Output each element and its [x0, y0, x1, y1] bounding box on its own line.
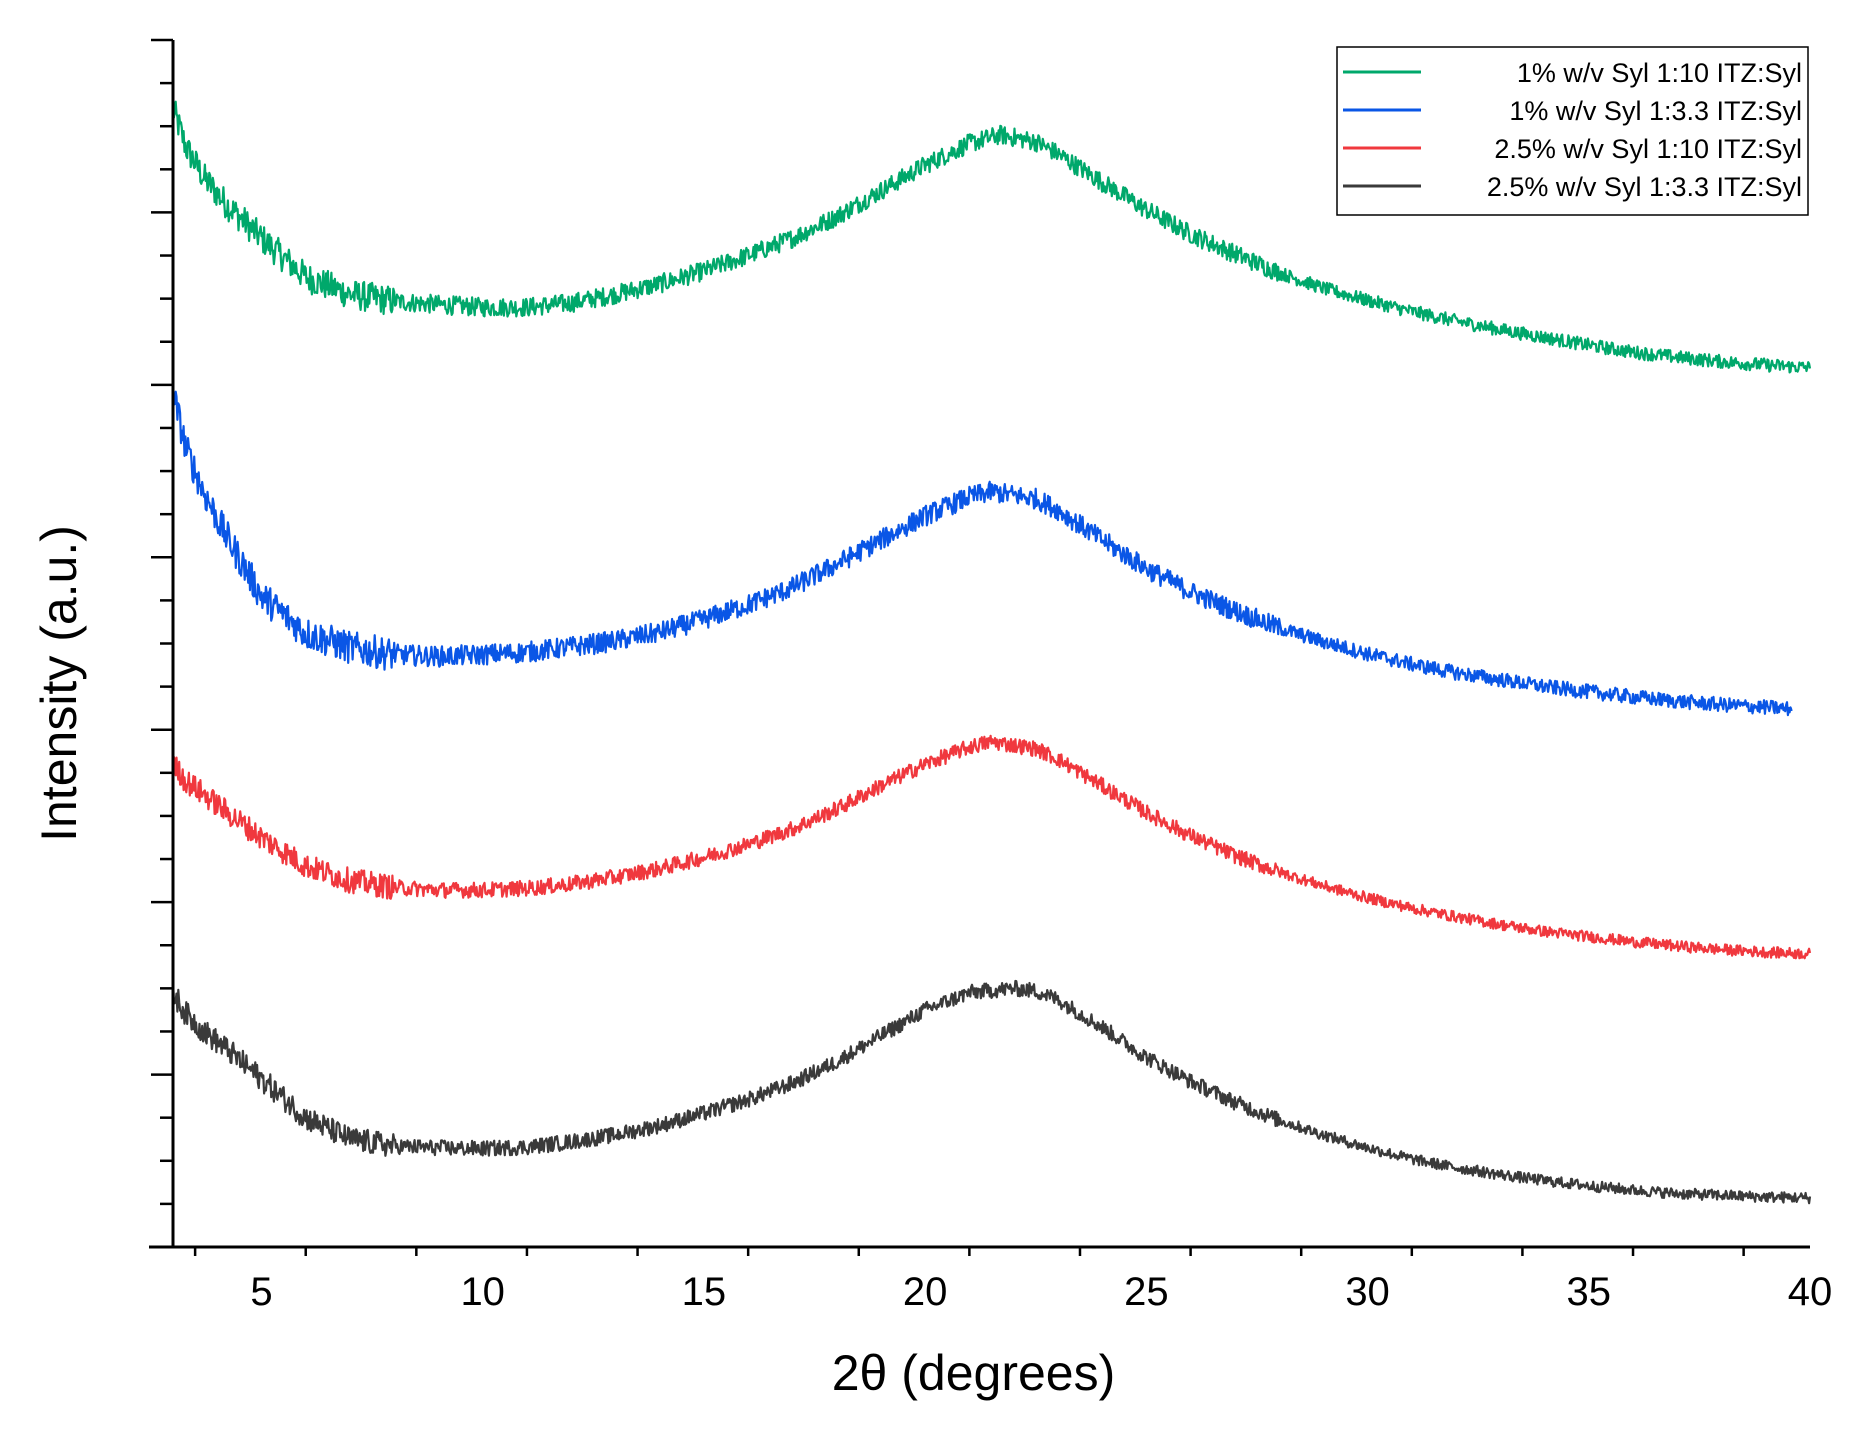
y-axis-title: Intensity (a.u.)	[31, 525, 87, 842]
x-tick-label: 30	[1345, 1270, 1390, 1314]
legend-label: 2.5% w/v Syl 1:3.3 ITZ:Syl	[1487, 172, 1802, 202]
legend: 1% w/v Syl 1:10 ITZ:Syl 1% w/v Syl 1:3.3 …	[1336, 46, 1809, 216]
x-tick-label: 15	[682, 1270, 727, 1314]
legend-label: 1% w/v Syl 1:10 ITZ:Syl	[1517, 58, 1802, 88]
x-tick-label: 5	[250, 1270, 272, 1314]
x-tick-label: 35	[1567, 1270, 1612, 1314]
x-tick-label: 10	[460, 1270, 505, 1314]
series-line-1	[171, 100, 1812, 374]
y-axis-ticks	[151, 38, 173, 1206]
series-line-2	[171, 390, 1793, 717]
series-layer	[171, 100, 1812, 1205]
legend-label: 1% w/v Syl 1:3.3 ITZ:Syl	[1509, 96, 1802, 126]
x-tick-label: 40	[1788, 1270, 1833, 1314]
x-tick-label: 20	[903, 1270, 948, 1314]
x-tick-label: 25	[1124, 1270, 1169, 1314]
series-line-3	[171, 734, 1812, 960]
axes-layer: 5 10 15 20 25 30 35 40	[149, 38, 1833, 1314]
x-axis-title: 2θ (degrees)	[832, 1345, 1116, 1401]
series-line-4	[171, 979, 1812, 1205]
legend-label: 2.5% w/v Syl 1:10 ITZ:Syl	[1494, 134, 1802, 164]
x-axis-ticks: 5 10 15 20 25 30 35 40	[193, 1247, 1833, 1314]
